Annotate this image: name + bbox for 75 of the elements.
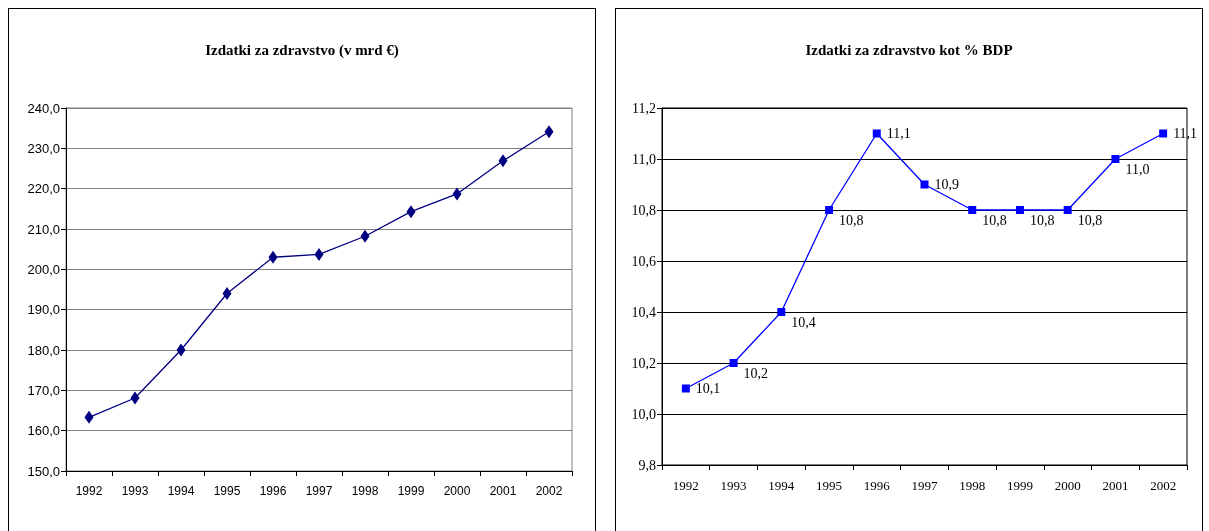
data-label: 10,1 [695,381,721,396]
point [406,205,416,219]
y-tick-label: 160,0 [27,423,60,439]
data-label: 10,8 [1077,212,1103,228]
y-tick-label: 170,0 [27,382,60,398]
y-tick-label: 10,0 [631,406,656,422]
x-tick-label: 1996 [259,484,287,498]
x-tick-label: 1996 [863,478,891,493]
x-tick-label: 1998 [351,484,379,498]
point [681,384,690,393]
data-label: 10,8 [1029,212,1055,228]
x-tick-label: 1997 [911,478,938,493]
y-tick-label: 9,8 [638,457,656,473]
point [130,391,140,405]
point [360,229,370,243]
data-label: 11,1 [1173,126,1198,141]
y-tick-label: 10,8 [631,202,656,218]
point [872,129,881,138]
data-label: 10,8 [839,212,864,228]
chart-title: Izdatki za zdravstvo kot % BDP [805,41,1013,58]
y-tick-label: 200,0 [27,261,60,277]
y-tick-label: 10,6 [631,253,656,269]
y-tick-label: 11,0 [632,151,656,167]
x-tick-label: 2002 [1150,478,1177,493]
point [825,206,834,214]
y-tick-label: 230,0 [27,140,60,156]
x-tick-label: 1997 [305,484,333,498]
point [544,125,554,139]
x-tick-label: 1992 [75,484,103,498]
y-tick-label: 180,0 [27,342,60,358]
x-tick-label: 1994 [167,484,195,498]
x-tick-label: 1999 [1006,478,1033,493]
data-label: 10,2 [743,365,769,381]
point [498,154,508,168]
point [314,247,324,261]
y-tick-label: 240,0 [27,100,60,116]
x-tick-label: 1992 [672,478,699,493]
x-tick-label: 2000 [443,484,471,498]
x-tick-label: 1994 [768,478,795,493]
x-tick-label: 1995 [213,484,241,498]
point [452,187,462,201]
data-label: 11,1 [886,126,911,141]
x-tick-label: 1998 [959,478,986,493]
point [920,180,929,189]
x-tick-label: 2001 [489,484,517,498]
point [222,287,232,301]
data-label: 11,0 [1125,161,1150,177]
point [1159,129,1168,138]
point [968,206,977,214]
point [84,410,94,424]
chart-title: Izdatki za zdravstvo (v mrd €) [205,41,399,59]
x-tick-label: 1995 [816,478,843,493]
point [729,359,738,367]
y-tick-label: 190,0 [27,302,60,318]
x-tick-label: 1993 [121,484,149,498]
data-label: 10,9 [934,177,959,192]
point [268,250,278,264]
y-tick-label: 220,0 [27,181,60,197]
point [777,308,786,316]
y-tick-label: 150,0 [27,463,60,479]
y-tick-label: 10,2 [631,355,656,371]
data-label: 10,8 [982,212,1007,228]
point [1015,206,1024,214]
point [1111,155,1120,163]
x-tick-label: 2002 [535,484,563,498]
y-tick-label: 10,4 [631,304,656,320]
x-tick-label: 2001 [1102,478,1129,493]
x-tick-label: 1999 [397,484,425,498]
y-tick-label: 11,2 [632,100,656,116]
x-tick-label: 1993 [720,478,747,493]
point [176,343,186,357]
y-tick-label: 210,0 [27,221,60,237]
point [1063,206,1072,214]
data-label: 10,4 [791,314,816,330]
x-tick-label: 2000 [1054,478,1081,493]
